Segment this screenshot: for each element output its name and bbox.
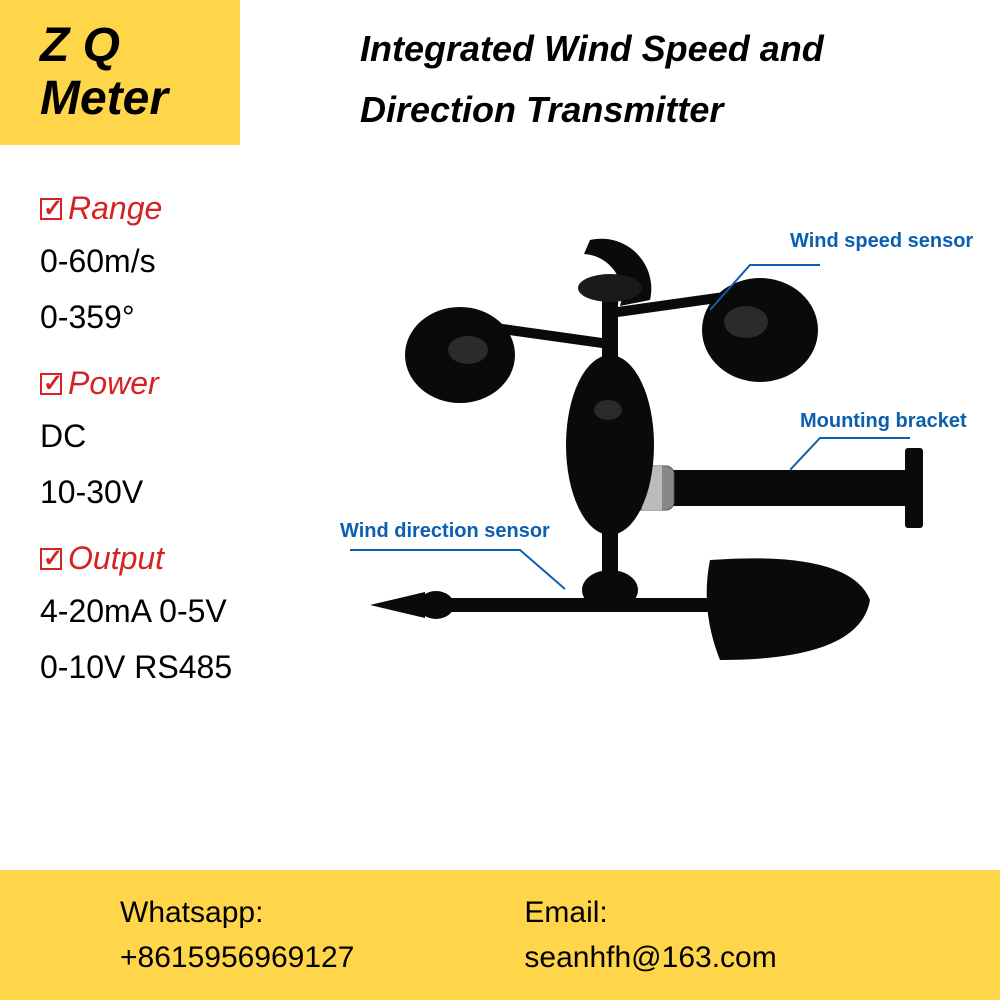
spec-power-v1: DC [40, 412, 360, 460]
whatsapp-value: +8615956969127 [120, 935, 354, 980]
brand-line2: Meter [40, 73, 240, 126]
brand-logo: Z Q Meter [0, 0, 240, 145]
whatsapp-label: Whatsapp: [120, 890, 354, 935]
spec-output-v2: 0-10V RS485 [40, 643, 360, 691]
product-diagram: Wind speed sensor Mounting bracket Wind … [350, 200, 980, 760]
email-label: Email: [524, 890, 776, 935]
email-value: seanhfh@163.com [524, 935, 776, 980]
callout-bracket: Mounting bracket [800, 410, 967, 433]
spec-range-v2: 0-359° [40, 293, 360, 341]
device-svg [350, 200, 980, 760]
spec-range-v1: 0-60m/s [40, 237, 360, 285]
spec-output-v1: 4-20mA 0-5V [40, 587, 360, 635]
callout-speed-line [710, 255, 820, 315]
spec-range: Range 0-60m/s 0-359° [40, 190, 360, 341]
spec-power-head: Power [40, 365, 360, 402]
spec-power-label: Power [68, 365, 159, 402]
product-title: Integrated Wind Speed and Direction Tran… [360, 18, 960, 140]
contact-bar: Whatsapp: +8615956969127 Email: seanhfh@… [0, 870, 1000, 1000]
callout-direction-line [350, 544, 570, 594]
callout-speed: Wind speed sensor [790, 230, 973, 253]
spec-output-label: Output [68, 540, 164, 577]
check-icon [40, 548, 62, 570]
contact-email: Email: seanhfh@163.com [524, 890, 776, 980]
check-icon [40, 373, 62, 395]
check-icon [40, 198, 62, 220]
spec-range-label: Range [68, 190, 162, 227]
spec-output-head: Output [40, 540, 360, 577]
spec-power: Power DC 10-30V [40, 365, 360, 516]
callout-bracket-line [790, 432, 910, 472]
spec-range-head: Range [40, 190, 360, 227]
brand-line1: Z Q [40, 20, 240, 73]
specs-panel: Range 0-60m/s 0-359° Power DC 10-30V Out… [40, 190, 360, 715]
spec-output: Output 4-20mA 0-5V 0-10V RS485 [40, 540, 360, 691]
spec-power-v2: 10-30V [40, 468, 360, 516]
callout-direction: Wind direction sensor [340, 520, 550, 543]
contact-whatsapp: Whatsapp: +8615956969127 [120, 890, 354, 980]
